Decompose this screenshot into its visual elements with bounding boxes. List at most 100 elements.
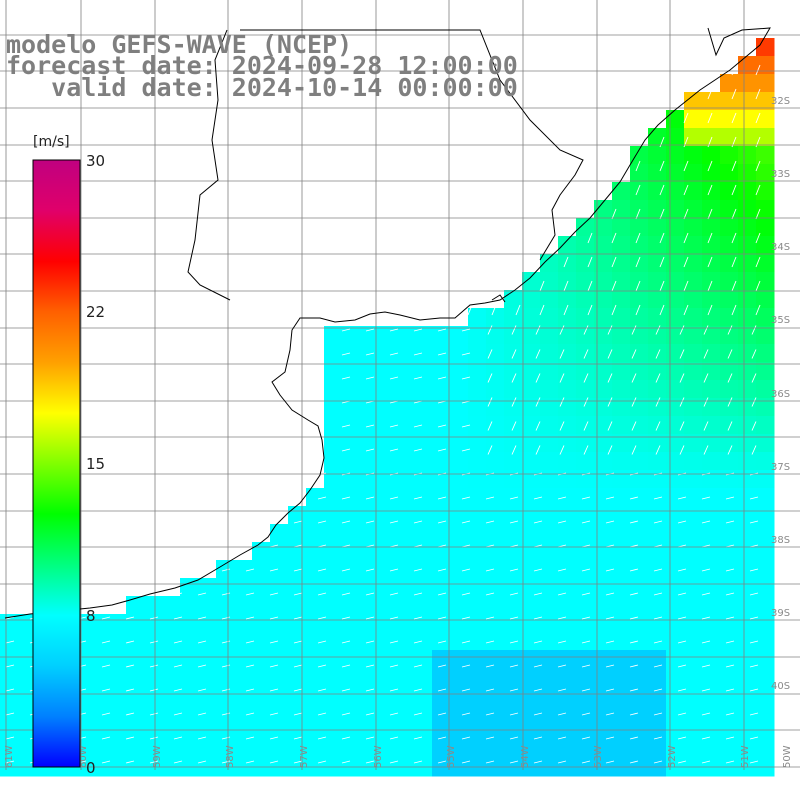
field-cell (576, 254, 595, 273)
field-cell (360, 470, 379, 489)
field-cell (126, 686, 145, 705)
field-cell (234, 722, 253, 741)
wind-arrow (539, 304, 545, 316)
field-cell (270, 614, 289, 633)
field-cell (612, 542, 631, 561)
field-cell (360, 344, 379, 363)
wind-arrow (269, 736, 279, 740)
wind-arrow (755, 280, 761, 292)
field-cell (576, 578, 595, 597)
wind-arrow (101, 640, 111, 644)
wind-arrow (629, 640, 639, 644)
wind-arrow (725, 664, 735, 668)
field-cell (612, 704, 631, 723)
wind-arrow (749, 664, 759, 668)
field-cell (594, 290, 613, 309)
colorbar-tick-22: 22 (86, 303, 105, 321)
field-cell (144, 686, 163, 705)
field-cell (612, 722, 631, 741)
field-cell (540, 524, 559, 543)
field-cell (432, 398, 451, 417)
field-cell (630, 686, 649, 705)
field-cell (468, 722, 487, 741)
field-cell (576, 416, 595, 435)
field-cell (432, 326, 451, 345)
field-cell (666, 722, 685, 741)
wind-arrow (341, 424, 351, 428)
field-cell (432, 362, 451, 381)
field-cell (702, 596, 721, 615)
field-cell (432, 380, 451, 399)
lat-label: 33S (771, 169, 790, 180)
wind-arrow (725, 760, 735, 764)
field-cell (324, 380, 343, 399)
wind-arrow (461, 640, 471, 644)
field-cell (702, 128, 721, 147)
field-cell (738, 632, 757, 651)
field-cell (486, 416, 505, 435)
wind-arrow (533, 664, 543, 668)
wind-arrow (677, 616, 687, 620)
wind-arrow (197, 736, 207, 740)
field-cell (612, 452, 631, 471)
field-cell (486, 344, 505, 363)
field-cell (702, 524, 721, 543)
wind-arrow (755, 184, 761, 196)
wind-arrow (413, 760, 423, 764)
field-cell (666, 578, 685, 597)
field-cell (576, 488, 595, 507)
wind-arrow (701, 592, 711, 596)
wind-arrow (679, 325, 685, 335)
field-cell (612, 254, 631, 273)
wind-arrow (365, 376, 375, 380)
field-cell (702, 146, 721, 165)
wind-arrow (731, 208, 737, 220)
field-cell (504, 596, 523, 615)
field-cell (756, 110, 775, 129)
field-cell (324, 470, 343, 489)
field-cell (432, 668, 451, 687)
field-cell (558, 344, 577, 363)
wind-arrow (653, 640, 663, 644)
wind-arrow (413, 352, 423, 356)
wind-arrow (655, 373, 661, 383)
field-cell (612, 488, 631, 507)
field-cell (666, 524, 685, 543)
field-cell (756, 524, 775, 543)
wind-arrow (173, 688, 183, 692)
field-cell (684, 470, 703, 489)
wind-arrow (125, 616, 135, 620)
field-cell (684, 434, 703, 453)
wind-arrow (269, 568, 279, 572)
wind-arrow (389, 760, 399, 764)
field-cell (324, 362, 343, 381)
wind-arrow (413, 520, 423, 524)
field-cell (504, 560, 523, 579)
field-cell (702, 362, 721, 381)
wind-arrow (413, 712, 423, 716)
field-cell (630, 470, 649, 489)
wind-arrow (727, 397, 733, 407)
wind-arrow (101, 736, 111, 740)
wind-arrow (727, 421, 733, 431)
field-cell (360, 524, 379, 543)
field-cell (720, 380, 739, 399)
field-cell (684, 740, 703, 759)
wind-arrow (221, 736, 231, 740)
field-cell (270, 722, 289, 741)
wind-arrow (611, 304, 617, 316)
field-cell (684, 362, 703, 381)
lon-label: 50W (782, 745, 793, 768)
field-cell (486, 704, 505, 723)
field-cell (630, 614, 649, 633)
field-cell (756, 650, 775, 669)
lat-label: 36S (771, 389, 790, 400)
field-cell (702, 344, 721, 363)
field-cell (216, 596, 235, 615)
field-cell (252, 632, 271, 651)
field-cell (504, 686, 523, 705)
wind-arrow (703, 445, 709, 455)
wind-arrow (755, 160, 761, 172)
field-cell (540, 470, 559, 489)
field-cell (342, 452, 361, 471)
